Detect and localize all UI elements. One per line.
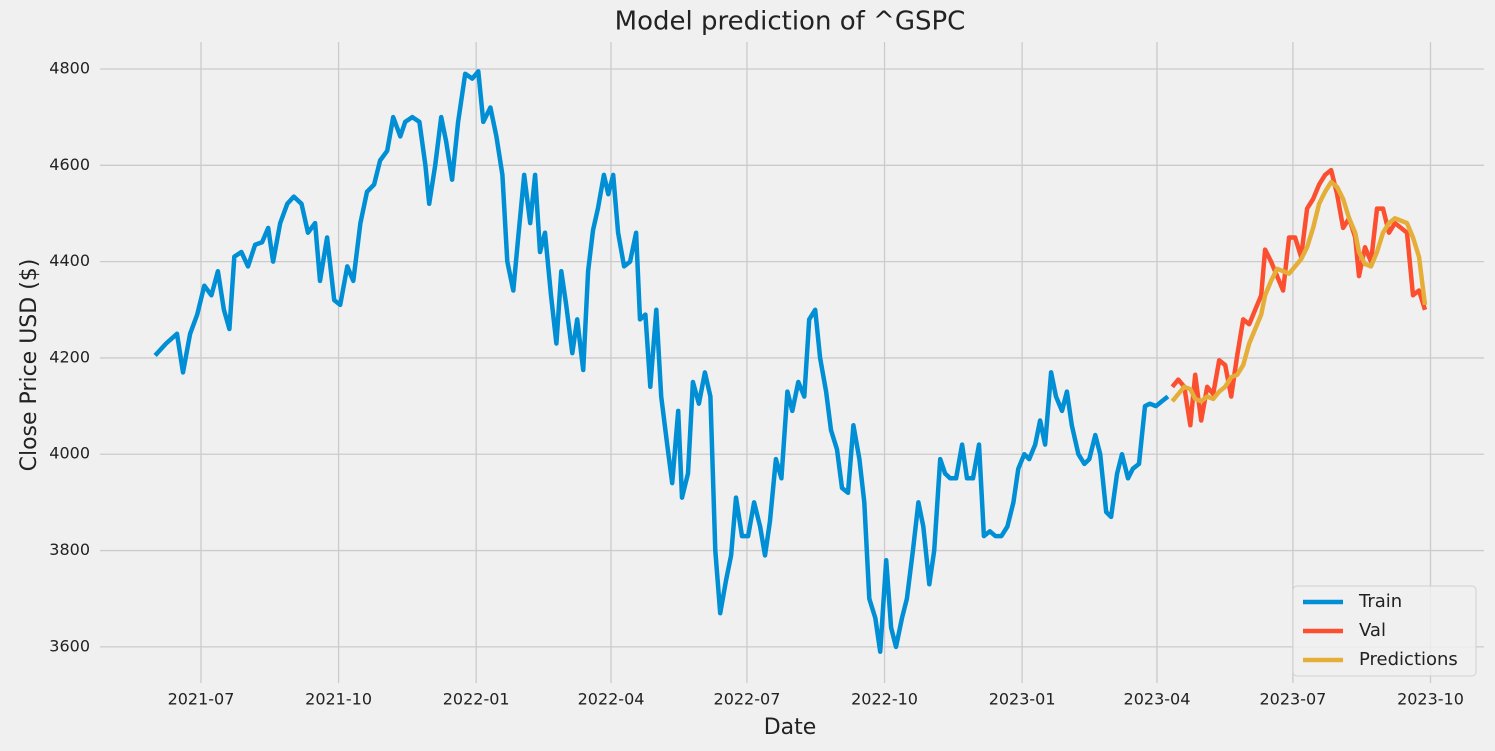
legend-box [1292,585,1477,677]
y-axis-label: Close Price USD ($) [17,259,42,472]
y-tick-label: 3800 [49,540,90,559]
x-tick-label: 2022-07 [714,690,781,709]
x-tick-label: 2023-07 [1259,690,1326,709]
grid [100,42,1484,683]
y-tick-label: 4000 [49,444,90,463]
legend: Train Val Predictions [1292,585,1477,677]
x-tick-label: 2023-10 [1397,690,1464,709]
y-tick-label: 3600 [49,636,90,655]
legend-label: Val [1359,620,1386,641]
y-tick-label: 4200 [49,347,90,366]
x-tick-label: 2022-10 [851,690,918,709]
y-tick-label: 4800 [49,58,90,77]
series-line [153,69,1170,654]
x-tick-label: 2022-01 [443,690,510,709]
y-tick-label: 4600 [49,155,90,174]
y-tick-label: 4400 [49,251,90,270]
x-tick-label: 2021-07 [168,690,235,709]
legend-label: Train [1358,591,1402,612]
x-tick-label: 2021-10 [305,690,372,709]
x-tick-label: 2023-04 [1124,690,1191,709]
x-tick-label: 2022-04 [578,690,645,709]
chart-title: Model prediction of ^GSPC [615,7,966,37]
x-tick-label: 2023-01 [989,690,1056,709]
legend-label: Predictions [1359,649,1458,670]
series-line [1170,167,1428,428]
series-line [1170,179,1428,404]
x-axis-label: Date [764,715,817,740]
